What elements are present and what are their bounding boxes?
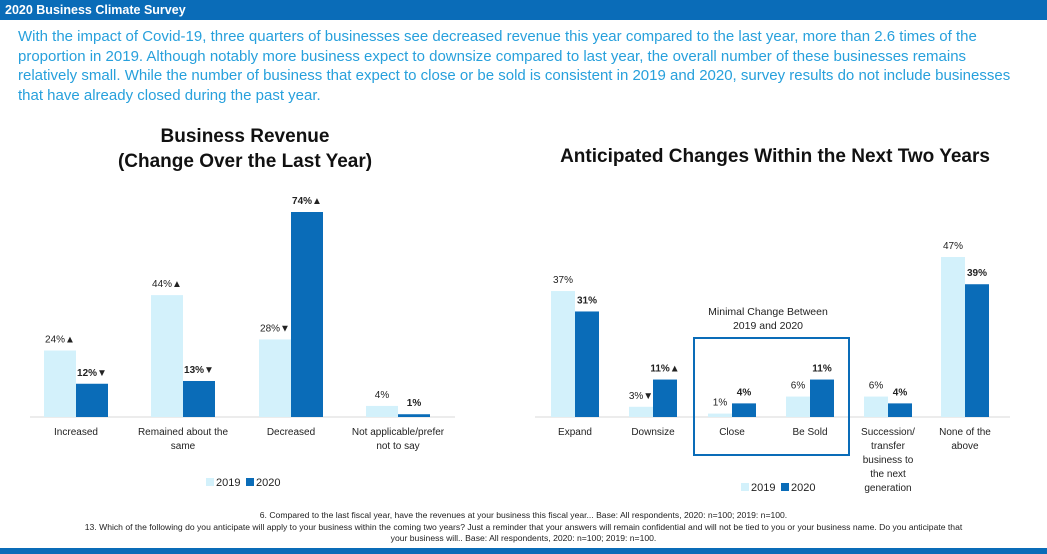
revenue-chart-title-main: Business Revenue xyxy=(160,126,330,147)
chart1-legend-2020: 2020 xyxy=(791,482,815,494)
chart1-category-4-line3: the next xyxy=(870,469,906,480)
chart0-legend-2019: 2019 xyxy=(216,477,240,489)
header-bar: 2020 Business Climate Survey xyxy=(0,0,1047,20)
chart0-category-3-line0: Not applicable/prefer xyxy=(352,427,445,438)
revenue-chart-title: Business Revenue (Change Over the Last Y… xyxy=(70,124,420,174)
chart1-label-2020-0: 31% xyxy=(577,295,597,306)
chart1-category-0: Expand xyxy=(558,427,592,438)
chart1-bar-2019-3 xyxy=(786,396,810,417)
chart0-bar-2020-0 xyxy=(76,383,108,417)
chart1-legend-swatch-2020 xyxy=(781,483,789,491)
chart0-bar-2020-2 xyxy=(291,212,323,417)
header-title: 2020 Business Climate Survey xyxy=(5,3,186,17)
chart1-label-2019-4: 6% xyxy=(869,381,884,392)
chart1-bar-2019-0 xyxy=(551,291,575,417)
chart1-bar-2019-1 xyxy=(629,406,653,417)
bottom-bar xyxy=(0,548,1047,554)
chart1-label-2019-1: 3%▼ xyxy=(629,391,653,402)
chart0-category-3-line1: not to say xyxy=(376,441,419,452)
chart0-label-2019-2: 28%▼ xyxy=(260,323,290,334)
chart1-bar-2019-5 xyxy=(941,257,965,417)
minimal-change-annotation-line1: 2019 and 2020 xyxy=(733,320,803,332)
chart0-category-0: Increased xyxy=(54,427,98,438)
chart0-category-1-line0: Remained about the xyxy=(138,427,229,438)
chart0-bar-2019-1 xyxy=(151,295,183,417)
chart1-category-5-line1: above xyxy=(951,441,979,452)
chart1-label-2019-2: 1% xyxy=(713,398,728,409)
chart1-bar-2019-4 xyxy=(864,396,888,417)
footnote-q13-line1: 13. Which of the following do you antici… xyxy=(84,521,963,532)
footnote-q13-line2: your business will.. Base: All responden… xyxy=(390,533,657,543)
chart1-legend-swatch-2019 xyxy=(741,483,749,491)
chart1-label-2020-3: 11% xyxy=(812,364,832,375)
chart1-bar-2020-2 xyxy=(732,403,756,417)
footnotes: 6. Compared to the last fiscal year, hav… xyxy=(0,510,1047,545)
chart0-bar-2019-3 xyxy=(366,405,398,417)
chart1-category-5-line0: None of the xyxy=(939,427,991,438)
chart0-legend-2020: 2020 xyxy=(256,477,280,489)
revenue-chart-subtitle: (Change Over the Last Year) xyxy=(117,151,373,172)
chart1-label-2020-1: 11%▲ xyxy=(650,364,679,375)
chart1-category-1: Downsize xyxy=(631,427,675,438)
chart1-category-4-line1: transfer xyxy=(871,441,906,452)
chart0-category-1-line1: same xyxy=(171,441,196,452)
chart1-label-2020-2: 4% xyxy=(737,387,752,398)
chart0-label-2020-2: 74%▲ xyxy=(292,196,322,207)
chart0-legend-swatch-2019 xyxy=(206,478,214,486)
chart1-bar-2020-5 xyxy=(965,284,989,417)
chart1-category-4-line2: business to xyxy=(863,455,914,466)
chart1-category-2: Close xyxy=(719,427,745,438)
chart0-bar-2019-2 xyxy=(259,339,291,417)
chart1-category-4-line4: generation xyxy=(864,483,911,494)
chart0-label-2019-0: 24%▲ xyxy=(45,335,75,346)
chart1-bar-2020-3 xyxy=(810,379,834,417)
chart1-bar-2020-4 xyxy=(888,403,912,417)
chart1-category-4-line0: Succession/ xyxy=(861,427,915,438)
chart0-label-2020-1: 13%▼ xyxy=(184,365,214,376)
chart1-label-2019-0: 37% xyxy=(553,275,573,286)
changes-chart-title: Anticipated Changes Within the Next Two … xyxy=(560,146,990,167)
chart0-category-2: Decreased xyxy=(267,427,315,438)
footnote-q6: 6. Compared to the last fiscal year, hav… xyxy=(259,510,788,520)
chart0-label-2020-0: 12%▼ xyxy=(77,368,107,379)
chart1-label-2019-5: 47% xyxy=(943,241,963,252)
minimal-change-annotation-line0: Minimal Change Between xyxy=(708,306,828,318)
chart1-label-2020-5: 39% xyxy=(967,268,987,279)
chart0-label-2019-1: 44%▲ xyxy=(152,279,182,290)
chart1-category-3: Be Sold xyxy=(792,427,827,438)
chart0-bar-2020-3 xyxy=(398,414,430,417)
chart1-bar-2020-0 xyxy=(575,311,599,417)
chart1-bar-2020-1 xyxy=(653,379,677,417)
chart0-bar-2019-0 xyxy=(44,350,76,417)
chart0-label-2019-3: 4% xyxy=(375,390,390,401)
minimal-change-box xyxy=(693,337,850,456)
chart0-label-2020-3: 1% xyxy=(407,398,422,409)
chart1-label-2019-3: 6% xyxy=(791,381,806,392)
chart1-legend-2019: 2019 xyxy=(751,482,775,494)
intro-text: With the impact of Covid-19, three quart… xyxy=(18,28,1011,104)
chart1-label-2020-4: 4% xyxy=(893,387,908,398)
chart0-bar-2020-1 xyxy=(183,380,215,417)
chart0-legend-swatch-2020 xyxy=(246,478,254,486)
chart1-bar-2019-2 xyxy=(708,413,732,417)
